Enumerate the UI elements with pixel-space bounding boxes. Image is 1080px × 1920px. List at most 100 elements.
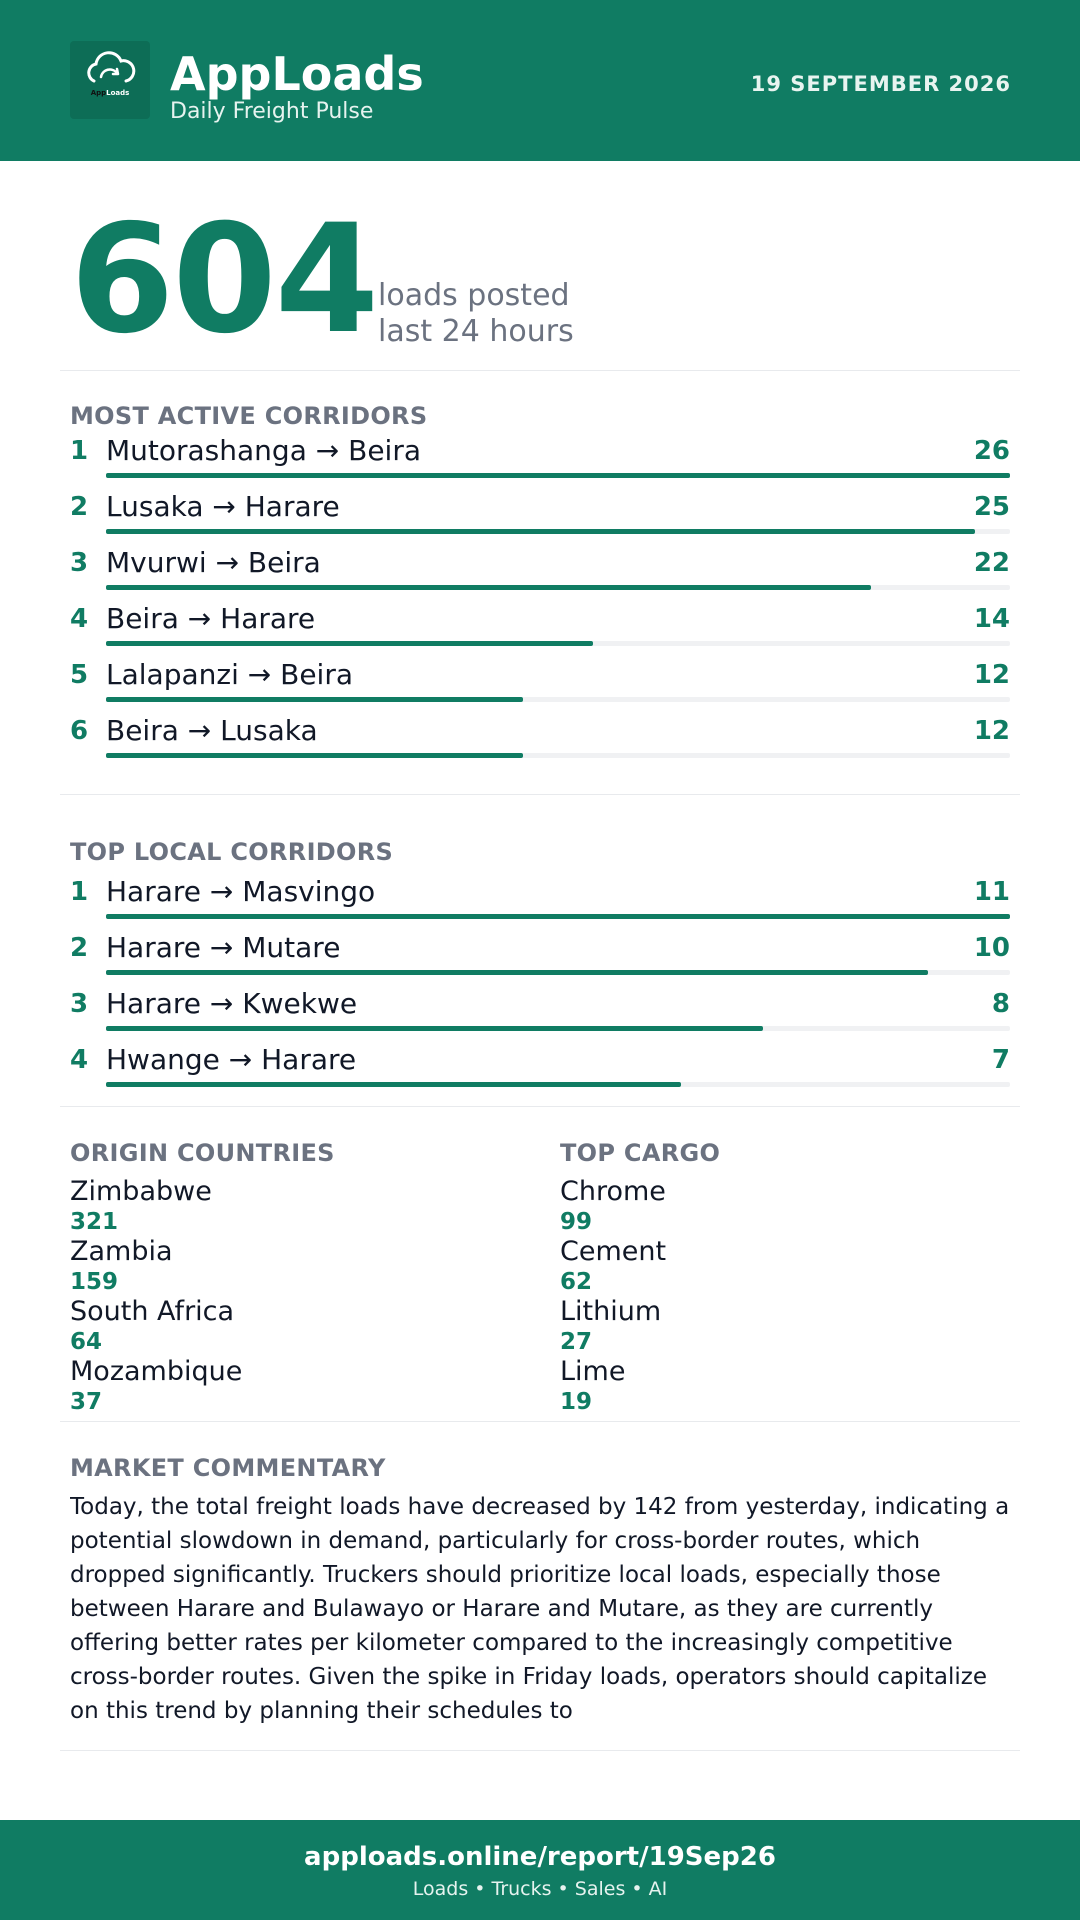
origin-countries-list: Zimbabwe 321 Zambia 159 South Africa 64 Mozamb… (70, 1177, 520, 1417)
corridor-name: Lusaka → Harare (106, 490, 340, 523)
corridor-bar-track (106, 585, 1010, 590)
tagline: Daily Freight Pulse (170, 99, 374, 124)
corridor-bar-track (106, 753, 1010, 758)
corridor-row: 4 Hwange → Harare 7 (0, 1043, 1080, 1100)
corridor-row: 1 Mutorashanga → Beira 26 (0, 434, 1080, 491)
item-name: South Africa (70, 1296, 235, 1327)
list-item: South Africa 64 (70, 1297, 520, 1357)
hero-caption-line2: last 24 hours (378, 314, 574, 349)
corridor-bar-fill (106, 753, 524, 758)
corridor-bar-fill (106, 914, 1010, 919)
most-active-title: MOST ACTIVE CORRIDORS (70, 402, 428, 430)
item-value: 37 (70, 1389, 103, 1415)
corridor-row: 6 Beira → Lusaka 12 (0, 714, 1080, 771)
divider (60, 370, 1020, 371)
corridor-name: Lalapanzi → Beira (106, 658, 353, 691)
corridor-name: Beira → Harare (106, 602, 316, 635)
list-item: Zambia 159 (70, 1237, 520, 1297)
corridor-bar-fill (106, 697, 524, 702)
commentary-title: MARKET COMMENTARY (70, 1454, 386, 1482)
corridor-bar-fill (106, 473, 1010, 478)
top-local-title: TOP LOCAL CORRIDORS (70, 838, 394, 866)
item-name: Zimbabwe (70, 1176, 212, 1207)
corridor-value: 10 (973, 933, 1010, 963)
corridor-value: 8 (991, 989, 1010, 1019)
corridor-rank: 2 (70, 492, 89, 522)
corridor-bar-fill (106, 1026, 764, 1031)
corridor-bar-track (106, 529, 1010, 534)
corridor-value: 12 (973, 716, 1010, 746)
divider (60, 794, 1020, 795)
corridor-rank: 3 (70, 548, 89, 578)
report-link[interactable]: apploads.online/report/19Sep26 (304, 1842, 776, 1872)
item-value: 19 (560, 1389, 593, 1415)
report-date: 19 SEPTEMBER 2026 (750, 72, 1011, 96)
corridor-bar-fill (106, 641, 593, 646)
item-name: Lithium (560, 1296, 662, 1327)
corridor-name: Harare → Mutare (106, 931, 341, 964)
corridor-row: 3 Mvurwi → Beira 22 (0, 546, 1080, 603)
corridor-value: 12 (973, 660, 1010, 690)
corridor-row: 3 Harare → Kwekwe 8 (0, 987, 1080, 1044)
corridor-bar-track (106, 1026, 1010, 1031)
corridor-rank: 3 (70, 989, 89, 1019)
corridor-name: Mvurwi → Beira (106, 546, 321, 579)
corridor-rank: 4 (70, 604, 89, 634)
corridor-row: 1 Harare → Masvingo 11 (0, 875, 1080, 932)
list-item: Lime 19 (560, 1357, 1010, 1417)
corridor-value: 11 (973, 877, 1010, 907)
top-cargo-list: Chrome 99 Cement 62 Lithium 27 Lime 19 (560, 1177, 1010, 1417)
commentary-text: Today, the total freight loads have decr… (70, 1494, 1010, 1724)
hero-caption-line1: loads posted (378, 278, 570, 313)
corridor-name: Harare → Kwekwe (106, 987, 358, 1020)
corridor-value: 25 (973, 492, 1010, 522)
corridor-bar-track (106, 697, 1010, 702)
corridor-row: 4 Beira → Harare 14 (0, 602, 1080, 659)
item-name: Chrome (560, 1176, 666, 1207)
hero-caption: loads posted last 24 hours (378, 278, 574, 350)
item-value: 321 (70, 1209, 119, 1235)
corridor-row: 2 Harare → Mutare 10 (0, 931, 1080, 988)
corridor-bar-track (106, 473, 1010, 478)
item-name: Mozambique (70, 1356, 243, 1387)
corridor-value: 26 (973, 436, 1010, 466)
item-name: Zambia (70, 1236, 173, 1267)
item-value: 64 (70, 1329, 103, 1355)
corridor-rank: 4 (70, 1045, 89, 1075)
top-cargo-title: TOP CARGO (560, 1139, 721, 1167)
footer-tagline: Loads • Trucks • Sales • AI (412, 1878, 668, 1900)
corridor-value: 14 (973, 604, 1010, 634)
logo-wordmark: AppLoads (90, 89, 130, 97)
list-item: Chrome 99 (560, 1177, 1010, 1237)
corridor-bar-track (106, 1082, 1010, 1087)
item-value: 159 (70, 1269, 119, 1295)
item-value: 27 (560, 1329, 593, 1355)
corridor-bar-track (106, 914, 1010, 919)
corridor-rank: 2 (70, 933, 89, 963)
corridor-bar-fill (106, 529, 976, 534)
list-item: Zimbabwe 321 (70, 1177, 520, 1237)
header: AppLoads AppLoads Daily Freight Pulse 19… (0, 0, 1080, 161)
corridor-bar-fill (106, 1082, 682, 1087)
origin-countries-title: ORIGIN COUNTRIES (70, 1139, 335, 1167)
divider (60, 1106, 1020, 1107)
divider (60, 1421, 1020, 1422)
divider (60, 1750, 1020, 1751)
list-item: Cement 62 (560, 1237, 1010, 1297)
item-value: 62 (560, 1269, 593, 1295)
corridor-rank: 5 (70, 660, 89, 690)
corridor-name: Beira → Lusaka (106, 714, 318, 747)
corridor-row: 5 Lalapanzi → Beira 12 (0, 658, 1080, 715)
corridor-bar-track (106, 641, 1010, 646)
corridor-name: Harare → Masvingo (106, 875, 376, 908)
item-name: Lime (560, 1356, 626, 1387)
brand-name: AppLoads (170, 47, 424, 101)
logo: AppLoads (70, 41, 150, 119)
corridor-rank: 1 (70, 877, 89, 907)
corridor-rank: 1 (70, 436, 89, 466)
list-item: Mozambique 37 (70, 1357, 520, 1417)
corridor-row: 2 Lusaka → Harare 25 (0, 490, 1080, 547)
corridor-value: 7 (991, 1045, 1010, 1075)
corridor-bar-track (106, 970, 1010, 975)
corridor-name: Hwange → Harare (106, 1043, 357, 1076)
